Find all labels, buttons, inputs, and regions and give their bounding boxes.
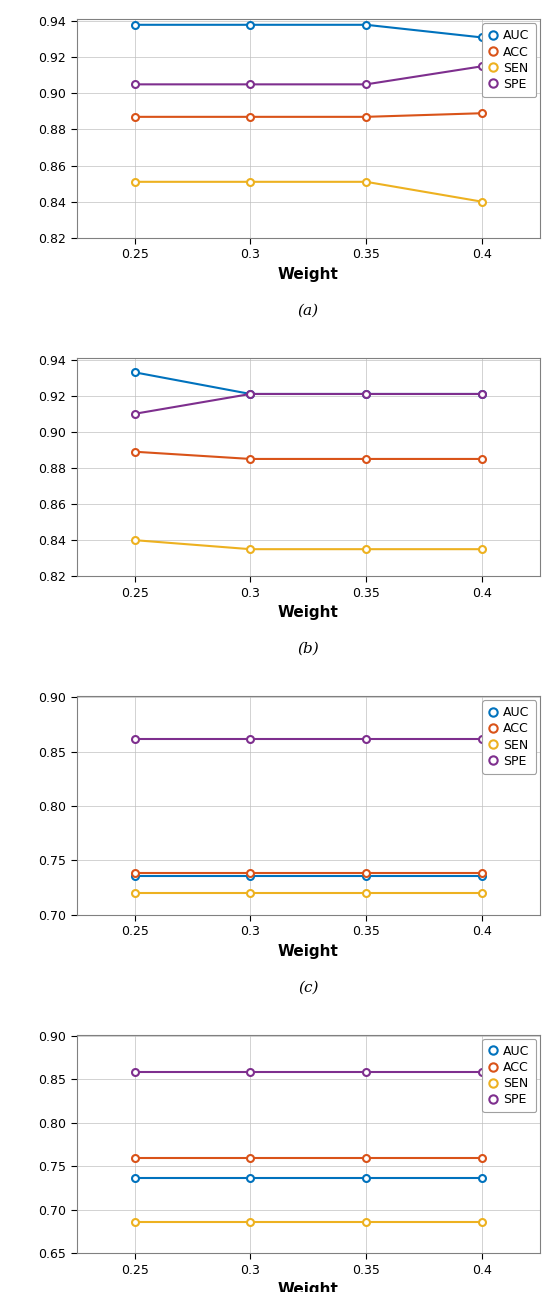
Text: (a): (a) bbox=[298, 304, 319, 318]
AUC bbox=[247, 868, 254, 884]
AUC bbox=[247, 17, 254, 32]
SPE bbox=[363, 76, 369, 92]
SPE bbox=[363, 1065, 369, 1080]
SPE bbox=[363, 386, 369, 402]
SPE bbox=[247, 731, 254, 747]
AUC bbox=[363, 868, 369, 884]
AUC bbox=[363, 1169, 369, 1185]
X-axis label: Weight: Weight bbox=[278, 605, 339, 620]
SEN bbox=[478, 885, 485, 901]
SPE bbox=[132, 731, 138, 747]
Text: (b): (b) bbox=[298, 642, 319, 656]
AUC bbox=[478, 30, 485, 45]
SEN bbox=[247, 541, 254, 557]
ACC bbox=[247, 1151, 254, 1167]
SEN bbox=[363, 1214, 369, 1230]
ACC bbox=[478, 1151, 485, 1167]
ACC bbox=[132, 866, 138, 881]
SPE bbox=[478, 58, 485, 74]
SEN bbox=[132, 1214, 138, 1230]
AUC bbox=[478, 1169, 485, 1185]
AUC bbox=[132, 364, 138, 380]
SEN bbox=[132, 532, 138, 548]
SEN bbox=[247, 1214, 254, 1230]
X-axis label: Weight: Weight bbox=[278, 943, 339, 959]
AUC bbox=[363, 386, 369, 402]
ACC bbox=[363, 109, 369, 124]
SPE bbox=[247, 386, 254, 402]
ACC bbox=[363, 866, 369, 881]
SPE bbox=[132, 76, 138, 92]
Line: AUC: AUC bbox=[131, 872, 486, 879]
ACC bbox=[247, 451, 254, 466]
AUC bbox=[132, 1169, 138, 1185]
Line: SPE: SPE bbox=[131, 735, 486, 742]
SEN bbox=[247, 885, 254, 901]
ACC bbox=[478, 866, 485, 881]
Line: SEN: SEN bbox=[131, 536, 486, 553]
SEN bbox=[478, 194, 485, 209]
Text: (c): (c) bbox=[298, 981, 318, 995]
SEN bbox=[363, 885, 369, 901]
Line: SPE: SPE bbox=[131, 63, 486, 88]
SPE bbox=[363, 731, 369, 747]
AUC bbox=[247, 386, 254, 402]
AUC bbox=[363, 17, 369, 32]
Line: ACC: ACC bbox=[131, 870, 486, 877]
AUC bbox=[132, 17, 138, 32]
SEN bbox=[363, 541, 369, 557]
ACC bbox=[478, 106, 485, 121]
Line: SEN: SEN bbox=[131, 890, 486, 897]
SEN bbox=[132, 174, 138, 190]
SPE bbox=[478, 386, 485, 402]
Line: ACC: ACC bbox=[131, 110, 486, 120]
AUC bbox=[132, 868, 138, 884]
Line: SPE: SPE bbox=[131, 390, 486, 417]
SEN bbox=[478, 541, 485, 557]
ACC bbox=[132, 444, 138, 460]
SPE bbox=[247, 76, 254, 92]
SPE bbox=[132, 406, 138, 421]
ACC bbox=[132, 1151, 138, 1167]
SEN bbox=[363, 174, 369, 190]
ACC bbox=[363, 451, 369, 466]
SPE bbox=[247, 1065, 254, 1080]
ACC bbox=[247, 109, 254, 124]
Line: ACC: ACC bbox=[131, 1155, 486, 1162]
SPE bbox=[478, 1065, 485, 1080]
AUC bbox=[478, 386, 485, 402]
Line: ACC: ACC bbox=[131, 448, 486, 463]
ACC bbox=[247, 866, 254, 881]
ACC bbox=[132, 109, 138, 124]
AUC bbox=[478, 868, 485, 884]
SPE bbox=[132, 1065, 138, 1080]
Line: AUC: AUC bbox=[131, 368, 486, 398]
SEN bbox=[247, 174, 254, 190]
SEN bbox=[478, 1214, 485, 1230]
Legend: AUC, ACC, SEN, SPE: AUC, ACC, SEN, SPE bbox=[482, 1039, 536, 1112]
SEN bbox=[132, 885, 138, 901]
Line: AUC: AUC bbox=[131, 22, 486, 41]
Line: AUC: AUC bbox=[131, 1174, 486, 1181]
Line: SPE: SPE bbox=[131, 1068, 486, 1076]
ACC bbox=[363, 1151, 369, 1167]
X-axis label: Weight: Weight bbox=[278, 1282, 339, 1292]
Line: SEN: SEN bbox=[131, 1218, 486, 1225]
SPE bbox=[478, 731, 485, 747]
AUC bbox=[247, 1169, 254, 1185]
Legend: AUC, ACC, SEN, SPE: AUC, ACC, SEN, SPE bbox=[482, 700, 536, 774]
X-axis label: Weight: Weight bbox=[278, 266, 339, 282]
Line: SEN: SEN bbox=[131, 178, 486, 205]
Legend: AUC, ACC, SEN, SPE: AUC, ACC, SEN, SPE bbox=[482, 23, 536, 97]
ACC bbox=[478, 451, 485, 466]
